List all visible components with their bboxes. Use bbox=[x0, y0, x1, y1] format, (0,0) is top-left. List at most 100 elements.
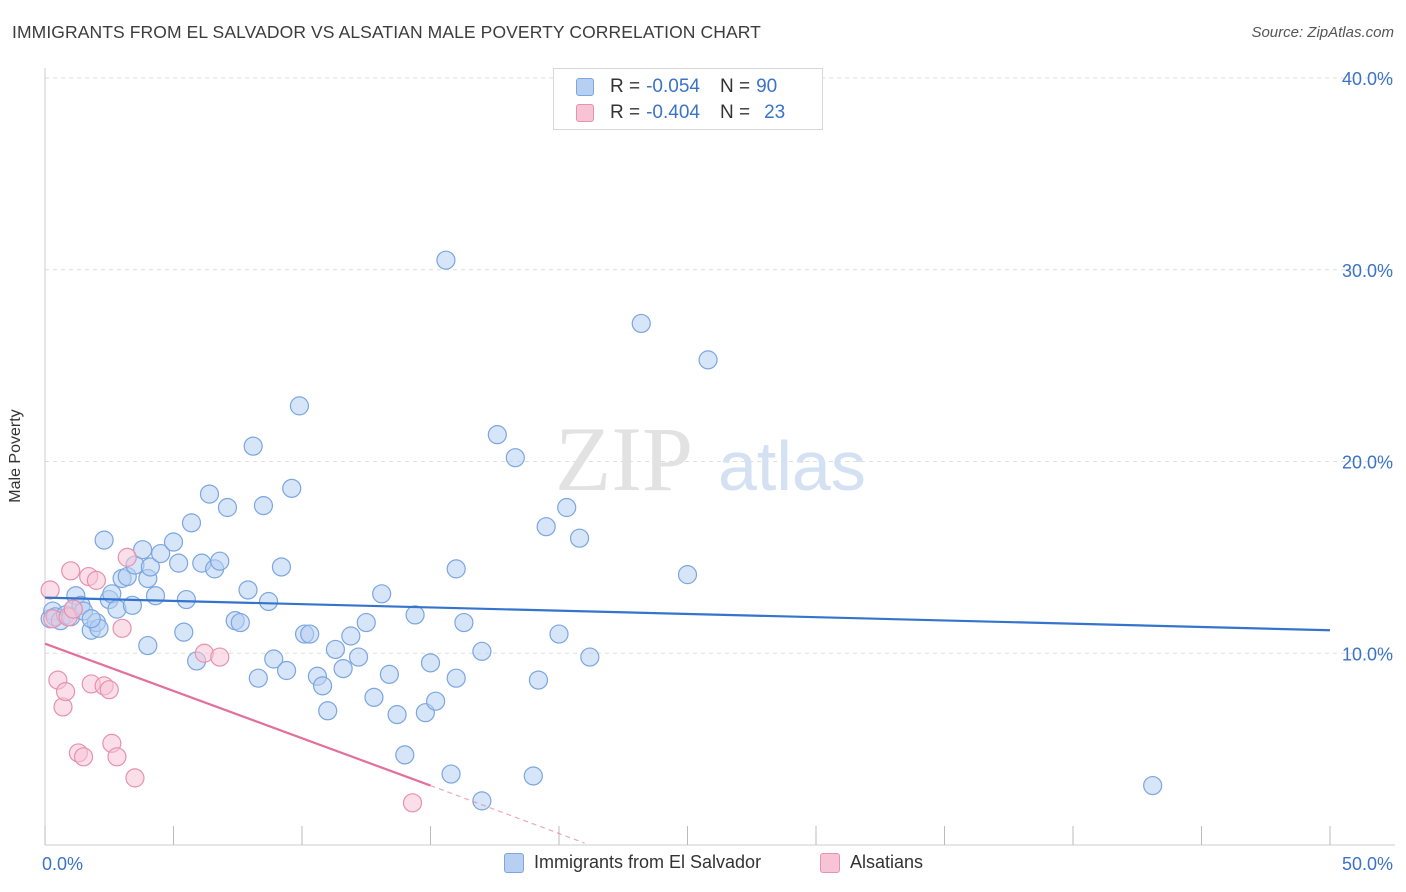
data-point-alsatians bbox=[61, 561, 81, 581]
y-tick-label: 20.0% bbox=[1342, 453, 1393, 473]
data-point-immigrants bbox=[140, 557, 160, 577]
series-alsatians-points bbox=[40, 547, 423, 813]
watermark-zip: ZIP bbox=[555, 408, 693, 510]
watermark: ZIP atlas bbox=[555, 408, 866, 510]
data-point-immigrants bbox=[176, 589, 196, 610]
x-tick-label: 0.0% bbox=[42, 854, 83, 874]
data-point-immigrants bbox=[133, 540, 153, 560]
data-point-immigrants bbox=[387, 705, 407, 725]
x-tick-label: 50.0% bbox=[1342, 854, 1393, 874]
legend-swatch-blue bbox=[576, 78, 594, 96]
data-point-immigrants bbox=[217, 497, 238, 518]
data-point-immigrants bbox=[356, 612, 376, 633]
legend-label-alsatians: Alsatians bbox=[850, 852, 924, 872]
data-point-immigrants bbox=[264, 649, 284, 669]
data-point-immigrants bbox=[441, 764, 461, 784]
data-point-immigrants bbox=[372, 584, 392, 604]
data-point-alsatians bbox=[55, 681, 76, 702]
correlation-legend: R = -0.054 N = 90 R = -0.404 N = 23 bbox=[553, 68, 823, 130]
axes bbox=[44, 68, 1395, 846]
data-point-immigrants bbox=[258, 591, 279, 612]
tick-labels: 10.0% 20.0% 30.0% 40.0% 0.0% 50.0% bbox=[42, 69, 1393, 874]
source-label: Source: ZipAtlas.com bbox=[1251, 24, 1394, 41]
data-point-immigrants bbox=[549, 624, 569, 644]
data-point-immigrants bbox=[341, 626, 361, 646]
data-point-immigrants bbox=[300, 624, 320, 644]
legend-n-label: N = bbox=[719, 76, 751, 97]
data-point-alsatians bbox=[99, 680, 119, 700]
y-tick-label: 40.0% bbox=[1342, 69, 1393, 89]
data-point-immigrants bbox=[395, 745, 415, 765]
trend-line-alsatians-extension bbox=[430, 784, 585, 844]
data-point-immigrants bbox=[181, 513, 202, 533]
data-point-alsatians bbox=[63, 599, 83, 619]
series-legend: Immigrants from El Salvador Alsatians bbox=[0, 852, 1406, 878]
data-point-immigrants bbox=[81, 609, 101, 629]
data-point-immigrants bbox=[631, 313, 651, 334]
legend-swatch-blue bbox=[504, 852, 524, 873]
data-point-immigrants bbox=[174, 622, 194, 642]
data-point-alsatians bbox=[125, 768, 145, 788]
y-tick-label: 10.0% bbox=[1342, 644, 1393, 664]
data-point-immigrants bbox=[169, 553, 189, 573]
data-point-alsatians bbox=[107, 747, 127, 767]
data-point-immigrants bbox=[446, 668, 466, 688]
y-tick-label: 30.0% bbox=[1342, 261, 1393, 281]
data-point-immigrants bbox=[325, 639, 346, 660]
data-point-immigrants bbox=[243, 436, 263, 456]
series-immigrants-points bbox=[40, 250, 1163, 811]
trend-line-alsatians bbox=[44, 642, 431, 787]
grid-lines bbox=[45, 77, 1395, 654]
data-point-immigrants bbox=[271, 557, 292, 577]
data-point-alsatians bbox=[86, 570, 107, 590]
data-point-immigrants bbox=[677, 565, 698, 585]
data-point-immigrants bbox=[505, 448, 525, 468]
data-point-immigrants bbox=[145, 586, 166, 606]
data-point-immigrants bbox=[436, 250, 456, 270]
data-point-alsatians bbox=[210, 647, 230, 667]
data-point-immigrants bbox=[318, 701, 338, 721]
data-point-immigrants bbox=[364, 687, 384, 707]
data-point-immigrants bbox=[420, 653, 441, 673]
legend-label-immigrants: Immigrants from El Salvador bbox=[534, 852, 762, 872]
data-point-immigrants bbox=[199, 484, 220, 504]
data-point-immigrants bbox=[253, 496, 274, 516]
data-point-immigrants bbox=[557, 497, 577, 518]
legend-row-immigrants: R = -0.054 N = 90 bbox=[576, 75, 777, 99]
data-point-immigrants bbox=[94, 530, 114, 550]
data-point-immigrants bbox=[151, 543, 171, 564]
data-point-immigrants bbox=[472, 791, 492, 811]
data-point-immigrants bbox=[138, 635, 158, 656]
trend-line-immigrants bbox=[44, 596, 1331, 632]
legend-r-value: -0.054 bbox=[646, 76, 700, 97]
data-point-immigrants bbox=[426, 691, 446, 711]
data-point-immigrants bbox=[312, 676, 333, 696]
data-point-immigrants bbox=[405, 605, 425, 625]
data-point-immigrants bbox=[1143, 775, 1163, 796]
chart-title: IMMIGRANTS FROM EL SALVADOR VS ALSATIAN … bbox=[12, 22, 761, 42]
data-point-immigrants bbox=[238, 580, 258, 600]
data-point-immigrants bbox=[523, 766, 543, 786]
data-point-immigrants bbox=[210, 551, 230, 571]
data-point-immigrants bbox=[472, 641, 492, 661]
data-point-alsatians bbox=[117, 547, 137, 567]
legend-n-value: 23 bbox=[764, 102, 786, 123]
data-point-immigrants bbox=[276, 660, 297, 681]
data-point-immigrants bbox=[528, 670, 549, 690]
legend-swatch-pink bbox=[576, 104, 594, 122]
legend-item-alsatians: Alsatians bbox=[820, 852, 923, 873]
data-point-immigrants bbox=[348, 647, 369, 667]
data-point-alsatians bbox=[402, 793, 423, 813]
data-point-immigrants bbox=[163, 532, 184, 552]
legend-item-immigrants: Immigrants from El Salvador bbox=[504, 852, 761, 873]
legend-r-label: R = bbox=[610, 102, 641, 123]
data-point-immigrants bbox=[487, 425, 507, 445]
legend-n-value: 90 bbox=[756, 76, 778, 97]
watermark-atlas: atlas bbox=[718, 427, 866, 505]
data-point-immigrants bbox=[333, 658, 353, 679]
legend-r-label: R = bbox=[610, 76, 641, 97]
data-point-immigrants bbox=[379, 664, 399, 684]
data-point-immigrants bbox=[698, 350, 718, 370]
data-point-immigrants bbox=[248, 668, 268, 688]
